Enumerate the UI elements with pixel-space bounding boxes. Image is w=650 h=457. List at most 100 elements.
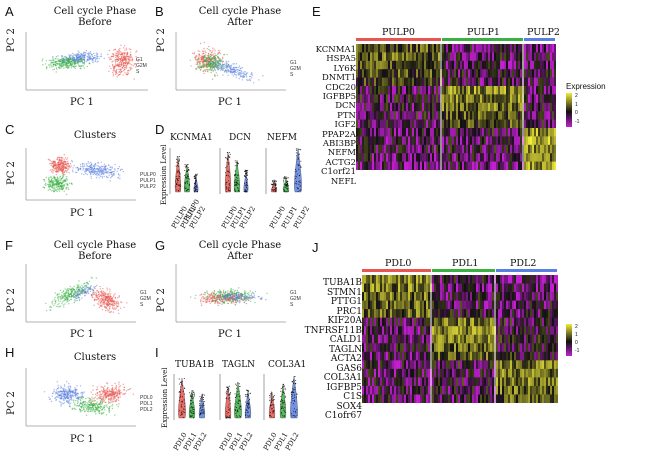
panel-g-title: Cell cycle Phase After (180, 240, 300, 262)
legend-f-g1: G1 (140, 290, 147, 296)
violin-points (189, 390, 195, 419)
point-cloud (67, 284, 98, 302)
legend-b-s: S (290, 72, 294, 78)
violin-points (271, 179, 277, 193)
point-cloud (71, 160, 125, 182)
j-tick-2: 0 (575, 340, 578, 346)
violin-points (199, 393, 205, 416)
heatmap-group-bar (356, 38, 441, 41)
point-cloud (90, 381, 135, 405)
panel-letter-a: A (5, 4, 14, 19)
heatmap-gene-label: IGF2 (334, 120, 356, 131)
panel-a-title-line2: Before (78, 17, 112, 28)
legend-a-s: S (136, 69, 140, 75)
legend-f-g2m: G2M (140, 296, 151, 302)
heatmap-group-bar (432, 269, 495, 272)
scatter-h (25, 368, 136, 427)
j-tick-3: -1 (575, 348, 580, 354)
heatmap-gene-label: KCNMA1 (315, 45, 356, 55)
violin-shape (279, 383, 287, 419)
heatmap-gene-label: CALD1 (329, 335, 362, 345)
e-legend-bar (566, 93, 572, 127)
violin-points (175, 156, 181, 192)
scatter-axes (25, 368, 136, 427)
j-group-2: PDL2 (510, 258, 537, 269)
panel-c-xlabel: PC 1 (70, 208, 94, 219)
heatmap-gene-label: IGFBP5 (326, 382, 362, 393)
panel-f-xlabel: PC 1 (70, 329, 94, 340)
heatmap-gene-label: DNMT1 (321, 73, 356, 84)
legend-g-g2m: G2M (290, 296, 301, 302)
legend-g: G1 G2M S (290, 290, 301, 308)
panel-letter-g: G (155, 238, 166, 253)
point-cloud (50, 49, 109, 66)
legend-c: PULP0 PULP1 PULP2 (140, 172, 156, 190)
violin-points (245, 389, 251, 419)
panel-letter-i: I (155, 345, 159, 360)
panel-b-title-line2: After (227, 17, 253, 28)
panel-a-title-line1: Cell cycle Phase (53, 6, 137, 17)
heatmap-gene-label: HSPA5 (326, 54, 356, 65)
legend-g-g1: G1 (290, 290, 297, 296)
legend-f-s: S (140, 302, 144, 308)
point-cloud (207, 57, 264, 84)
heatmap-gene-label: ACTA2 (330, 354, 362, 364)
panel-g-title-line2: After (227, 251, 253, 262)
panel-f-ylabel: PC 2 (6, 288, 17, 312)
violin-shape (178, 377, 186, 419)
e-gene-list: KCNMA1 HSPA5 LY6K DNMT1 CDC20 IGFBP5 DCN PTN IGF… (300, 45, 356, 187)
heatmap-gene-label: CDC20 (325, 82, 356, 93)
legend-c-2: PULP2 (140, 184, 156, 190)
e-group-0: PULP0 (382, 27, 415, 38)
panel-a-xlabel: PC 1 (70, 97, 94, 108)
panel-c-ylabel: PC 2 (6, 161, 17, 185)
heatmap-gene-label: TUBA1B (322, 278, 362, 288)
heatmap-gene-label: SOX4 (336, 401, 362, 412)
heatmap-j (362, 269, 558, 403)
violin-points (184, 164, 190, 192)
j-tick-0: 2 (575, 324, 578, 330)
heatmap-gene-label: NEFL (330, 176, 356, 187)
panel-letter-j: J (312, 240, 319, 255)
violin-points (280, 383, 286, 417)
heatmap-gene-label: KIF20A (327, 316, 362, 326)
violin-points (234, 382, 242, 418)
panel-i-gene-3: COL3A1 (268, 360, 307, 370)
scatter-axes (25, 148, 136, 201)
heatmap-gene-label: C1S (343, 392, 362, 402)
legend-c-1: PULP1 (140, 178, 156, 184)
panel-d-gene-3: NEFM (267, 133, 297, 143)
heatmap-gene-label: TAGLN (328, 344, 362, 355)
scatter-axes (25, 32, 148, 91)
legend-f: G1 G2M S (140, 290, 151, 308)
legend-c-0: PULP0 (140, 172, 156, 178)
violin-points (193, 173, 199, 193)
panel-b-xlabel: PC 1 (218, 97, 242, 108)
heatmap-gene-label: IGFBP5 (322, 92, 356, 103)
violin-shape (183, 163, 191, 193)
scatter-g (175, 264, 286, 323)
heatmap-group-bar (362, 269, 431, 272)
panel-b-title: Cell cycle Phase After (180, 6, 300, 28)
point-cloud (42, 174, 73, 196)
violin-d (169, 147, 302, 194)
heatmap-gene-label: NEFM (327, 148, 356, 159)
panel-h-xlabel: PC 1 (70, 434, 94, 445)
legend-a-g1: G1 (136, 57, 143, 63)
e-legend-title: Expression (566, 82, 606, 91)
heatmap-e (356, 38, 556, 170)
panel-d-gene-2: DCN (229, 133, 251, 143)
heatmap-group-bar (496, 269, 557, 272)
panel-letter-h: H (5, 345, 15, 360)
scatter-axes (175, 32, 286, 91)
panel-g-title-line1: Cell cycle Phase (198, 240, 282, 251)
point-cloud (86, 285, 128, 315)
point-cloud (47, 153, 73, 176)
e-tick-3: -1 (575, 118, 580, 125)
panel-d-gene-1: KCNMA1 (170, 133, 213, 143)
e-group-1: PULP1 (467, 27, 500, 38)
heatmap-gene-label: COL3A1 (323, 373, 362, 383)
point-cloud (45, 276, 98, 312)
legend-b-g2m: G2M (290, 66, 301, 72)
panel-b-ylabel: PC 2 (156, 28, 167, 52)
